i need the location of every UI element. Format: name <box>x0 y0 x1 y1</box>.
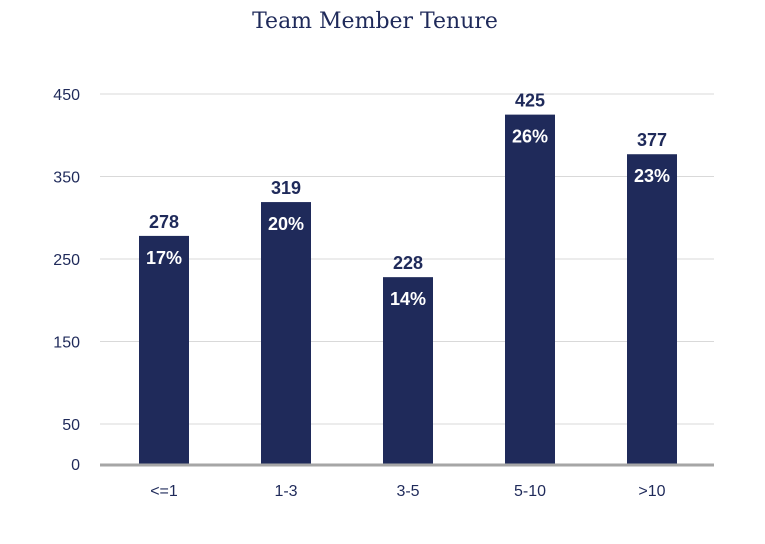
y-tick-label: 450 <box>53 87 80 104</box>
x-tick-label: >10 <box>638 483 665 500</box>
bar-value-label: 319 <box>271 178 301 198</box>
y-tick-label: 50 <box>62 417 80 434</box>
bar-percent-label: 20% <box>268 214 304 234</box>
bar <box>261 202 311 464</box>
bar <box>505 114 555 464</box>
bar-percent-label: 23% <box>634 166 670 186</box>
bar <box>383 277 433 464</box>
y-tick-label: 150 <box>53 335 80 352</box>
x-axis: <=1 1-3 3-5 5-10 >10 <box>100 463 714 500</box>
bar-series: 278 17% 319 20% 228 14% 425 26% 377 23% <box>139 91 677 464</box>
bar-percent-label: 17% <box>146 248 182 268</box>
y-tick-label: 250 <box>53 252 80 269</box>
grid-layer <box>100 93 714 425</box>
bar-percent-label: 14% <box>390 289 426 309</box>
y-axis: 0 50 150 250 350 450 <box>53 87 80 474</box>
x-tick-label: 3-5 <box>396 483 419 500</box>
bar-percent-label: 26% <box>512 127 548 147</box>
bar-value-label: 377 <box>637 130 667 150</box>
bar <box>139 235 189 464</box>
bar-value-label: 425 <box>515 91 545 111</box>
bar-value-label: 228 <box>393 253 423 273</box>
bar-value-label: 278 <box>149 212 179 232</box>
y-tick-label: 350 <box>53 170 80 187</box>
bar <box>627 154 677 464</box>
x-tick-label: 5-10 <box>514 483 546 500</box>
chart-title: Team Member Tenure <box>252 9 498 34</box>
x-tick-label: 1-3 <box>274 483 297 500</box>
y-tick-label: 0 <box>71 457 80 474</box>
x-tick-label: <=1 <box>150 483 178 500</box>
